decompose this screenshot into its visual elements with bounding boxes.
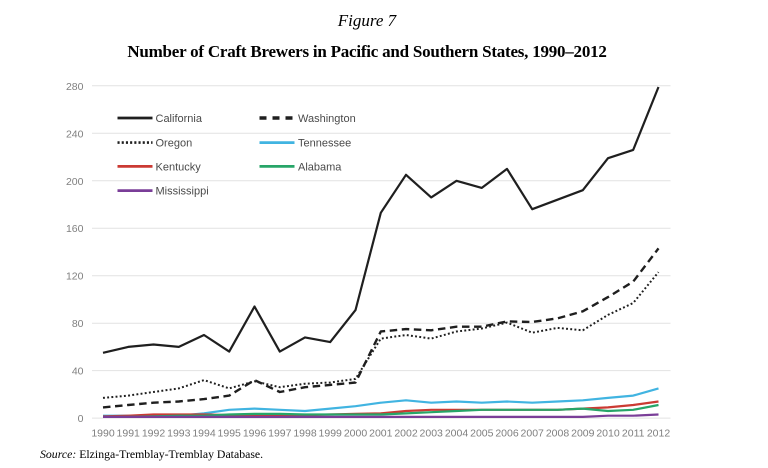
- svg-text:Alabama: Alabama: [298, 161, 342, 173]
- svg-text:2010: 2010: [596, 428, 620, 440]
- svg-text:80: 80: [72, 318, 84, 330]
- svg-text:1994: 1994: [192, 428, 216, 440]
- svg-text:1992: 1992: [142, 428, 166, 440]
- svg-text:Tennessee: Tennessee: [298, 138, 351, 150]
- svg-text:2001: 2001: [369, 428, 393, 440]
- svg-text:California: California: [156, 113, 203, 125]
- svg-text:2011: 2011: [622, 428, 645, 440]
- svg-text:2008: 2008: [546, 428, 570, 440]
- svg-text:2000: 2000: [344, 428, 368, 440]
- svg-text:240: 240: [66, 128, 84, 140]
- svg-text:160: 160: [66, 223, 84, 235]
- svg-text:2003: 2003: [420, 428, 444, 440]
- svg-text:2004: 2004: [445, 428, 469, 440]
- svg-text:2002: 2002: [394, 428, 418, 440]
- svg-text:1997: 1997: [268, 428, 292, 440]
- svg-text:Oregon: Oregon: [156, 138, 193, 150]
- svg-text:Washington: Washington: [298, 113, 356, 125]
- svg-text:1995: 1995: [218, 428, 242, 440]
- svg-text:200: 200: [66, 176, 84, 188]
- svg-text:0: 0: [78, 413, 84, 425]
- svg-text:1999: 1999: [319, 428, 343, 440]
- svg-text:1991: 1991: [117, 428, 141, 440]
- svg-text:1993: 1993: [167, 428, 191, 440]
- svg-text:2005: 2005: [470, 428, 494, 440]
- svg-text:2006: 2006: [495, 428, 519, 440]
- svg-text:1990: 1990: [91, 428, 115, 440]
- svg-text:2009: 2009: [571, 428, 595, 440]
- svg-text:1998: 1998: [293, 428, 317, 440]
- svg-text:Kentucky: Kentucky: [156, 161, 202, 173]
- svg-text:280: 280: [66, 81, 84, 93]
- svg-text:120: 120: [66, 271, 84, 283]
- svg-text:2012: 2012: [647, 428, 671, 440]
- svg-text:Mississippi: Mississippi: [156, 186, 209, 198]
- svg-text:40: 40: [72, 366, 84, 378]
- svg-text:1996: 1996: [243, 428, 267, 440]
- svg-text:2007: 2007: [521, 428, 545, 440]
